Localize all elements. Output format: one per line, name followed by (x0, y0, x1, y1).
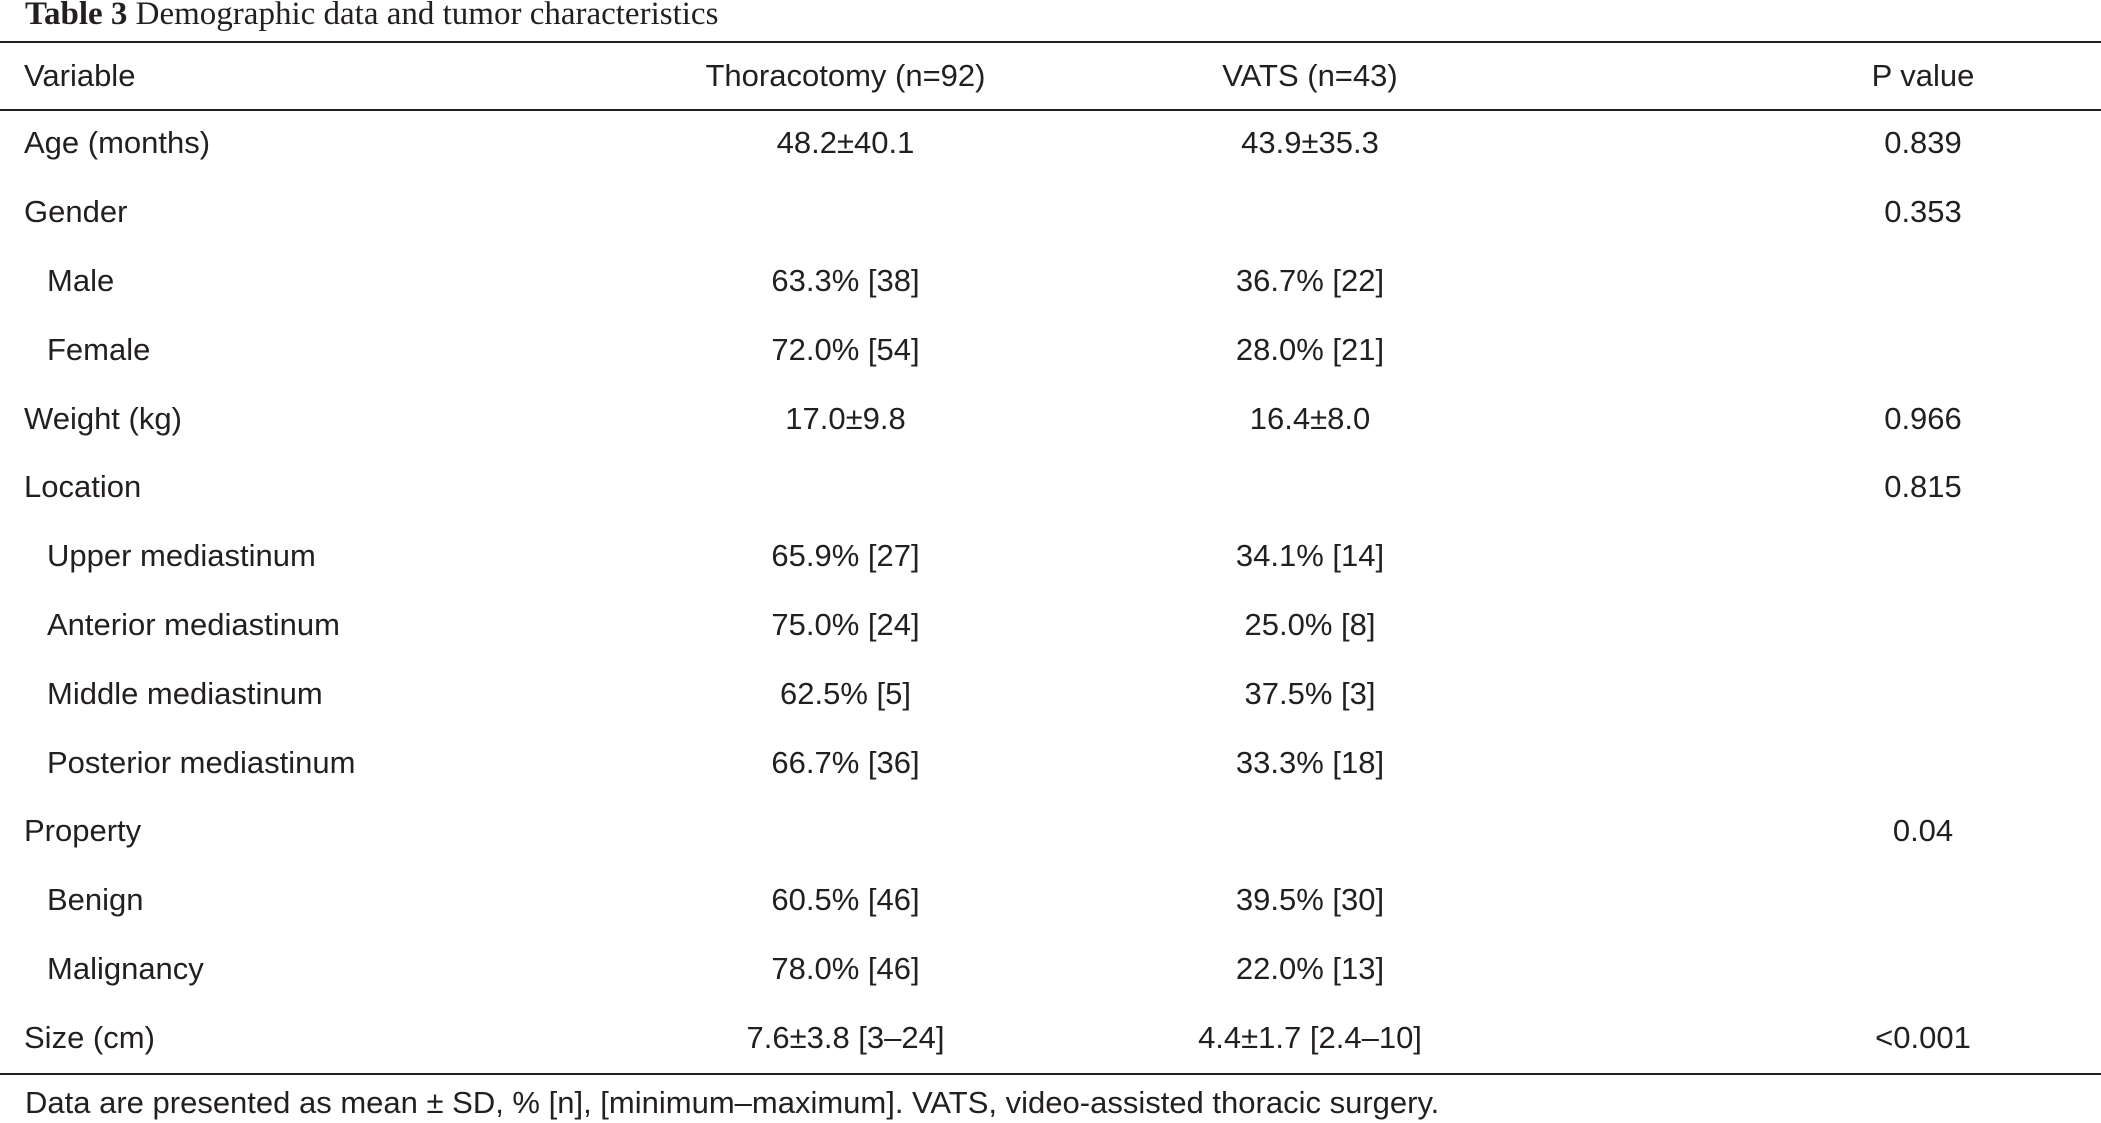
table-row: Middle mediastinum 62.5% [5] 37.5% [3] (0, 659, 2101, 728)
cell-variable: Middle mediastinum (47, 675, 323, 711)
cell-thoracotomy: 63.3% [38] (771, 262, 920, 298)
cell-variable: Age (months) (24, 125, 211, 161)
table-row: Female 72.0% [54] 28.0% [21] (0, 315, 2101, 384)
table-row: Upper mediastinum 65.9% [27] 34.1% [14] (0, 522, 2101, 591)
cell-p-value: 0.966 (1884, 400, 1962, 436)
column-header-vats: VATS (n=43) (1222, 57, 1398, 93)
cell-variable: Male (47, 262, 115, 298)
cell-variable: Size (cm) (24, 1019, 155, 1055)
column-header-variable: Variable (24, 57, 136, 93)
column-header-thoracotomy: Thoracotomy (n=92) (705, 57, 986, 93)
cell-p-value: <0.001 (1875, 1019, 1971, 1055)
cell-thoracotomy: 62.5% [5] (780, 675, 911, 711)
cell-vats: 25.0% [8] (1244, 606, 1376, 642)
cell-variable: Upper mediastinum (47, 538, 316, 574)
cell-variable: Gender (24, 194, 128, 230)
table-caption: Table 3 Demographic data and tumor chara… (25, 0, 718, 34)
cell-vats: 37.5% [3] (1244, 675, 1376, 711)
table-header: Variable Thoracotomy (n=92) VATS (n=43) … (0, 42, 2101, 109)
cell-variable: Benign (47, 882, 144, 918)
cell-p-value (1605, 315, 2101, 384)
cell-thoracotomy: 7.6±3.8 [3–24] (746, 1019, 945, 1055)
header-row: Variable Thoracotomy (n=92) VATS (n=43) … (0, 42, 2101, 109)
cell-p-value (1605, 247, 2101, 316)
table-row: Malignancy 78.0% [46] 22.0% [13] (0, 935, 2101, 1004)
cell-vats: 43.9±35.3 (1241, 125, 1379, 161)
table-row: Location 0.815 (0, 453, 2101, 522)
table-body: Age (months) 48.2±40.1 43.9±35.3 0.839 Gende… (0, 109, 2101, 1072)
table-row: Age (months) 48.2±40.1 43.9±35.3 0.839 (0, 109, 2101, 178)
cell-variable: Location (24, 469, 142, 505)
table-row: Property 0.04 (0, 797, 2101, 866)
cell-variable: Property (24, 813, 142, 849)
cell-p-value (1605, 522, 2101, 591)
cell-thoracotomy: 48.2±40.1 (776, 125, 915, 161)
table-top-rule (0, 41, 2101, 43)
table-caption-label: Table 3 (25, 0, 128, 32)
cell-p-value: 0.353 (1884, 194, 1962, 230)
cell-thoracotomy: 60.5% [46] (771, 882, 920, 918)
cell-variable: Anterior mediastinum (47, 606, 340, 642)
cell-vats: 28.0% [21] (1235, 331, 1385, 367)
cell-thoracotomy (560, 453, 1015, 522)
cell-p-value: 0.04 (1892, 813, 1954, 849)
cell-thoracotomy (560, 797, 1015, 866)
cell-vats (1015, 797, 1605, 866)
data-table: Variable Thoracotomy (n=92) VATS (n=43) … (0, 42, 2101, 1072)
cell-p-value (1605, 591, 2101, 660)
cell-vats: 34.1% [14] (1235, 538, 1385, 574)
cell-vats: 4.4±1.7 [2.4–10] (1198, 1019, 1422, 1055)
cell-thoracotomy (560, 178, 1015, 247)
cell-vats: 33.3% [18] (1235, 744, 1385, 780)
cell-thoracotomy: 75.0% [24] (771, 606, 920, 642)
table-row: Male 63.3% [38] 36.7% [22] (0, 247, 2101, 316)
cell-p-value: 0.839 (1884, 125, 1962, 161)
cell-variable: Malignancy (47, 950, 204, 986)
table-caption-text: Demographic data and tumor characteristi… (135, 0, 719, 32)
cell-thoracotomy: 17.0±9.8 (785, 400, 906, 436)
cell-variable: Posterior mediastinum (47, 744, 356, 780)
cell-vats: 39.5% [30] (1235, 882, 1385, 918)
cell-p-value (1605, 866, 2101, 935)
cell-thoracotomy: 78.0% [46] (771, 950, 920, 986)
cell-p-value: 0.815 (1884, 469, 1962, 505)
table-row: Gender 0.353 (0, 178, 2101, 247)
cell-p-value (1605, 659, 2101, 728)
cell-thoracotomy: 72.0% [54] (771, 331, 920, 367)
cell-thoracotomy: 65.9% [27] (771, 538, 920, 574)
column-header-p-value: P value (1871, 57, 1975, 93)
cell-vats: 36.7% [22] (1235, 262, 1385, 298)
cell-vats: 16.4±8.0 (1249, 400, 1371, 436)
cell-vats: 22.0% [13] (1235, 950, 1385, 986)
table-row: Weight (kg) 17.0±9.8 16.4±8.0 0.966 (0, 384, 2101, 453)
table-header-rule (0, 109, 2101, 111)
cell-p-value (1605, 935, 2101, 1004)
table-row: Posterior mediastinum 66.7% [36] 33.3% [18… (0, 728, 2101, 797)
table-row: Size (cm) 7.6±3.8 [3–24] 4.4±1.7 [2.4–10] <… (0, 1003, 2101, 1072)
cell-p-value (1605, 728, 2101, 797)
cell-vats (1015, 178, 1605, 247)
cell-thoracotomy: 66.7% [36] (771, 744, 920, 780)
cell-variable: Weight (kg) (24, 400, 182, 436)
table-row: Anterior mediastinum 75.0% [24] 25.0% [8] (0, 591, 2101, 660)
table-bottom-rule (0, 1073, 2101, 1075)
cell-vats (1015, 453, 1605, 522)
table-footnote: Data are presented as mean ± SD, % [n], … (25, 1085, 1440, 1120)
cell-variable: Female (47, 331, 151, 367)
table-row: Benign 60.5% [46] 39.5% [30] (0, 866, 2101, 935)
